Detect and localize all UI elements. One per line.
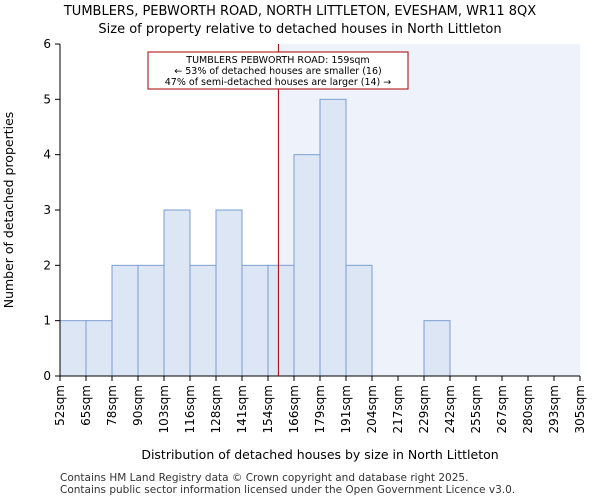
bar xyxy=(59,320,87,377)
x-tick-label: 204sqm xyxy=(365,385,379,433)
bar xyxy=(293,154,321,377)
footer-line-1: Contains HM Land Registry data © Crown c… xyxy=(60,472,469,484)
x-tick-label: 141sqm xyxy=(235,385,249,433)
y-tick-label: 3 xyxy=(43,203,51,217)
x-tick-label: 255sqm xyxy=(469,385,483,433)
x-tick-label: 217sqm xyxy=(391,385,405,433)
x-tick-label: 128sqm xyxy=(209,385,223,433)
x-tick-label: 191sqm xyxy=(339,385,353,433)
footer-line-2: Contains public sector information licen… xyxy=(60,484,516,496)
annotation-line-3: 47% of semi-detached houses are larger (… xyxy=(165,77,392,88)
x-tick-label: 65sqm xyxy=(79,385,93,426)
x-tick-label: 78sqm xyxy=(105,385,119,426)
x-tick-label: 179sqm xyxy=(313,385,327,433)
chart-title: TUMBLERS, PEBWORTH ROAD, NORTH LITTLETON… xyxy=(63,4,537,19)
bar xyxy=(241,264,269,377)
bar xyxy=(215,209,243,377)
x-tick-label: 280sqm xyxy=(521,385,535,433)
x-tick-label: 103sqm xyxy=(157,385,171,433)
x-tick-label: 305sqm xyxy=(573,385,587,433)
bar xyxy=(267,264,295,377)
chart-subtitle: Size of property relative to detached ho… xyxy=(98,22,502,37)
x-tick-label: 293sqm xyxy=(547,385,561,433)
annotation-line-2: ← 53% of detached houses are smaller (16… xyxy=(174,66,381,77)
bar xyxy=(85,320,113,377)
x-tick-label: 154sqm xyxy=(261,385,275,433)
y-axis-label: Number of detached properties xyxy=(1,112,16,309)
annotation-line-1: TUMBLERS PEBWORTH ROAD: 159sqm xyxy=(185,55,369,66)
x-tick-label: 242sqm xyxy=(443,385,457,433)
annotation-box xyxy=(147,51,409,90)
x-tick-label: 90sqm xyxy=(131,385,145,426)
x-tick-label: 229sqm xyxy=(417,385,431,433)
bar xyxy=(163,209,191,377)
y-tick-label: 4 xyxy=(43,148,51,162)
bar xyxy=(111,264,139,377)
bar xyxy=(345,264,373,377)
bar xyxy=(319,98,347,377)
bar xyxy=(137,264,165,377)
x-tick-label: 267sqm xyxy=(495,385,509,433)
x-axis-label: Distribution of detached houses by size … xyxy=(141,447,498,462)
x-tick-label: 166sqm xyxy=(287,385,301,433)
y-tick-label: 1 xyxy=(43,314,51,328)
y-tick-label: 0 xyxy=(43,369,51,383)
x-tick-label: 116sqm xyxy=(183,385,197,433)
y-tick-label: 6 xyxy=(43,37,51,51)
bar xyxy=(189,264,217,377)
bar xyxy=(423,320,451,377)
y-tick-label: 5 xyxy=(43,92,51,106)
x-tick-label: 52sqm xyxy=(53,385,67,426)
y-tick-label: 2 xyxy=(43,258,51,272)
